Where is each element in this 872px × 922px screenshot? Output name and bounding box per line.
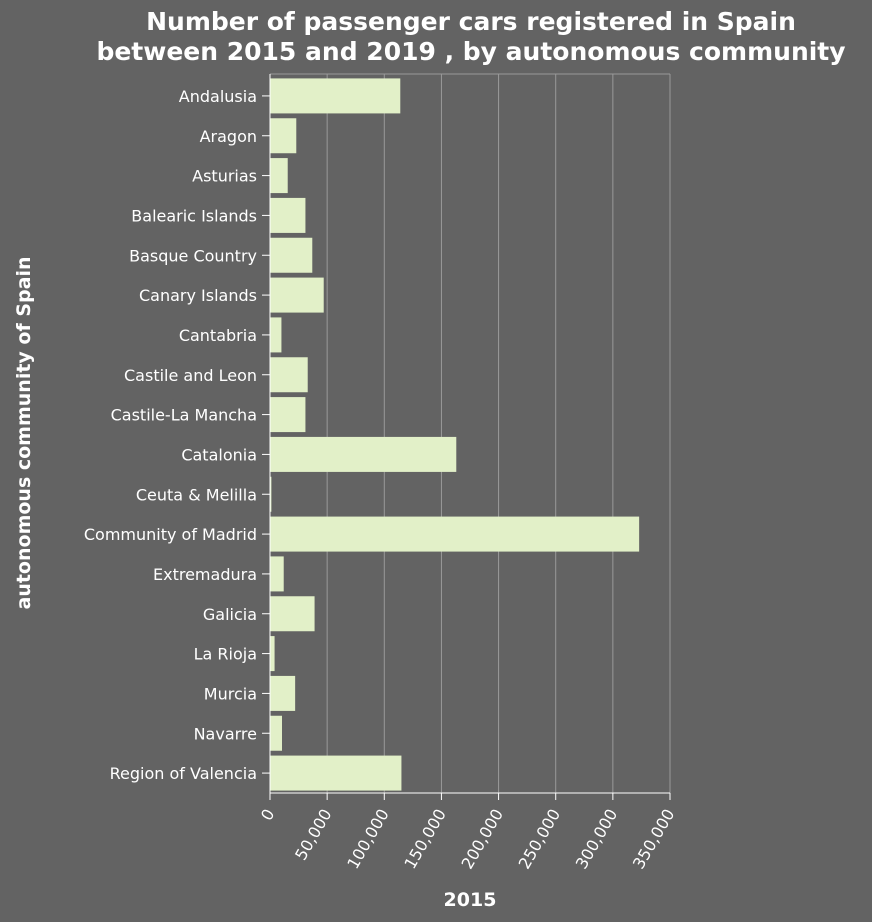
category-labels: Andalusia Aragon Asturias Balearic Islands B… xyxy=(84,87,257,783)
category-label: Extremadura xyxy=(153,565,257,584)
bar-13 xyxy=(270,596,315,632)
chart-title-line-2: between 2015 and 2019 , by autonomous co… xyxy=(96,37,845,66)
category-label: Navarre xyxy=(194,724,257,743)
x-tick-label: 0 xyxy=(257,806,279,824)
axes xyxy=(262,74,671,800)
bar-12 xyxy=(270,556,284,592)
chart-title-line-1: Number of passenger cars registered in S… xyxy=(146,7,796,36)
x-tick-label: 250,000 xyxy=(515,806,565,873)
x-tick-label: 150,000 xyxy=(400,806,450,873)
x-tick-labels: 0 50,000 100,000 150,000 200,000 250,000 300,0… xyxy=(257,806,679,873)
bar-0 xyxy=(270,78,401,114)
bar-15 xyxy=(270,675,296,711)
bar-9 xyxy=(270,436,457,472)
x-tick-label: 200,000 xyxy=(457,806,507,873)
x-tick-label: 350,000 xyxy=(629,806,679,873)
bar-7 xyxy=(270,357,308,393)
bar-2 xyxy=(270,158,288,194)
category-label: Catalonia xyxy=(181,445,257,464)
bar-8 xyxy=(270,397,306,433)
category-label: Andalusia xyxy=(179,87,257,106)
x-tick-label: 100,000 xyxy=(343,806,393,873)
category-label: Aragon xyxy=(200,127,257,146)
x-tick-label: 300,000 xyxy=(572,806,622,873)
category-label: Ceuta & Melilla xyxy=(136,485,257,504)
category-label: Asturias xyxy=(192,167,257,186)
category-label: Castile-La Mancha xyxy=(111,406,257,425)
bars xyxy=(270,78,640,791)
bar-6 xyxy=(270,317,282,353)
category-label: Murcia xyxy=(204,684,257,703)
x-tick-label: 50,000 xyxy=(291,806,335,864)
bar-5 xyxy=(270,277,324,313)
grid xyxy=(270,73,671,793)
y-axis-label: autonomous community of Spain xyxy=(13,256,35,609)
category-label: Region of Valencia xyxy=(110,764,257,783)
bar-16 xyxy=(270,715,282,751)
category-label: Cantabria xyxy=(179,326,257,345)
category-label: Canary Islands xyxy=(139,286,257,305)
bar-14 xyxy=(270,636,275,672)
category-label: La Rioja xyxy=(194,645,257,664)
bar-17 xyxy=(270,755,402,791)
bar-4 xyxy=(270,237,313,273)
bar-11 xyxy=(270,516,640,552)
x-axis-label: 2015 xyxy=(444,889,497,911)
bar-1 xyxy=(270,118,297,154)
category-label: Galicia xyxy=(203,605,257,624)
bar-3 xyxy=(270,197,306,233)
category-label: Community of Madrid xyxy=(84,525,257,544)
bar-10 xyxy=(270,476,272,512)
category-label: Castile and Leon xyxy=(124,366,257,385)
category-label: Basque Country xyxy=(129,246,257,265)
category-label: Balearic Islands xyxy=(131,206,257,225)
